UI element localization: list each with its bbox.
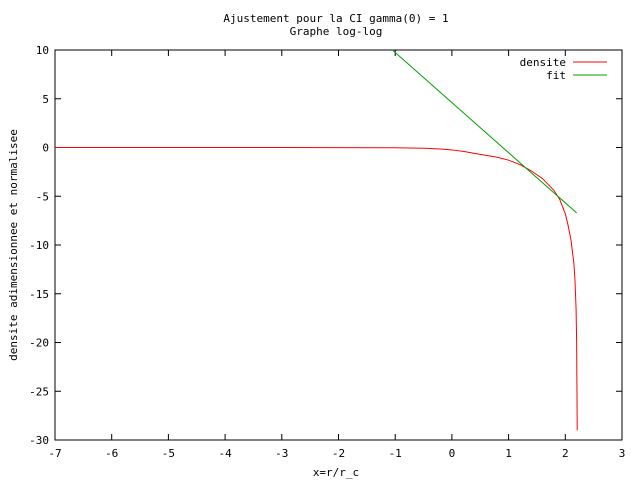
- x-tick-label: -6: [105, 447, 118, 460]
- y-tick-label: -15: [29, 288, 49, 301]
- y-axis-label: densite adimensionnee et normalisee: [7, 129, 20, 361]
- series-line-fit: [392, 49, 577, 214]
- x-tick-label: -4: [218, 447, 232, 460]
- series-layer: [55, 49, 578, 431]
- y-tick-label: -5: [36, 190, 49, 203]
- x-tick-label: 2: [562, 447, 569, 460]
- y-tick-label: -25: [29, 385, 49, 398]
- x-tick-label: -5: [162, 447, 175, 460]
- y-tick-label: 5: [42, 93, 49, 106]
- chart-subtitle: Graphe log-log: [290, 25, 383, 38]
- series-line-densite: [55, 147, 578, 431]
- x-axis-label: x=r/r_c: [313, 466, 359, 479]
- x-tick-label: -2: [332, 447, 345, 460]
- y-tick-label: -10: [29, 239, 49, 252]
- chart-title: Ajustement pour la CI gamma(0) = 1: [223, 12, 448, 25]
- x-tick-label: 3: [619, 447, 626, 460]
- legend-label-fit: fit: [546, 69, 566, 82]
- x-tick-label: -7: [48, 447, 61, 460]
- plot-frame: [54, 49, 623, 441]
- legend-label-densite: densite: [520, 56, 566, 69]
- x-tick-label: -3: [275, 447, 288, 460]
- y-tick-label: 0: [42, 142, 49, 155]
- x-tick-label: 0: [449, 447, 456, 460]
- y-tick-label: 10: [36, 44, 49, 57]
- y-tick-label: -20: [29, 337, 49, 350]
- x-tick-label: -1: [389, 447, 402, 460]
- x-tick-label: 1: [505, 447, 512, 460]
- y-tick-label: -30: [29, 434, 49, 447]
